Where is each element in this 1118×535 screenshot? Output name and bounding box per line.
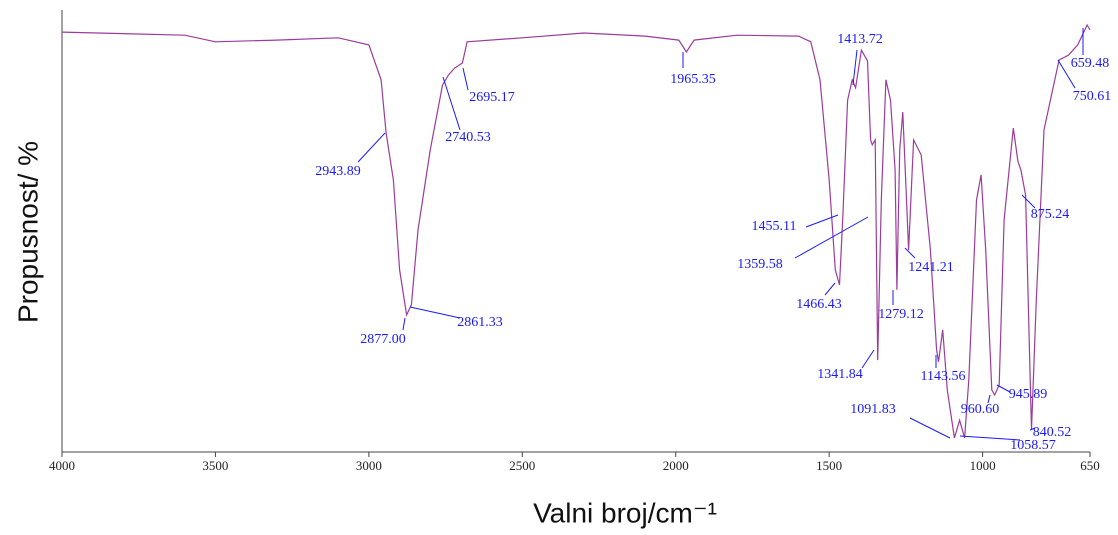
annotation-leader — [1057, 59, 1076, 89]
annotation-leader — [852, 49, 858, 86]
spectrum-line — [61, 23, 1091, 439]
annotation: 1143.56 — [921, 369, 966, 384]
annotation: 1241.21 — [908, 260, 954, 275]
annotation-leader — [1021, 194, 1036, 209]
x-tick-label: 4000 — [49, 458, 75, 473]
annotation-leader — [861, 349, 875, 369]
annotation-leader — [996, 384, 1011, 393]
annotation: 945.89 — [1009, 387, 1048, 402]
annotation: 659.48 — [1071, 56, 1110, 71]
annotation: 750.61 — [1073, 89, 1112, 104]
annotation: 2877.00 — [360, 332, 406, 347]
annotation-leader — [409, 306, 461, 319]
annotation: 1455.11 — [752, 219, 797, 234]
annotation-leader — [1029, 427, 1036, 431]
annotation: 2695.17 — [469, 90, 515, 105]
annotation: 875.24 — [1031, 207, 1070, 222]
annotation-leader — [805, 214, 839, 228]
annotation-leader — [357, 132, 386, 163]
x-axis-label: Valni broj/cm⁻¹ — [533, 497, 717, 528]
x-tick-label: 1000 — [970, 458, 996, 473]
annotation: 960.60 — [961, 402, 1000, 417]
annotation-leader — [909, 417, 951, 439]
annotation-leader — [442, 76, 461, 131]
annotation: 1279.12 — [878, 307, 924, 322]
y-axis-label: Propusnost/ % — [12, 141, 43, 323]
annotation: 1466.43 — [796, 297, 842, 312]
annotation: 1359.58 — [737, 257, 783, 272]
annotation-leader — [794, 216, 869, 259]
annotation: 1058.57 — [1010, 438, 1056, 453]
x-tick-label: 2000 — [663, 458, 689, 473]
annotation: 2740.53 — [445, 130, 491, 145]
annotation: 1965.35 — [670, 72, 716, 87]
annotation-leader — [904, 247, 916, 259]
x-tick-label: 3500 — [202, 458, 228, 473]
annotation-leader — [824, 282, 836, 296]
annotation-leader — [462, 67, 469, 91]
x-tick-label: 1500 — [816, 458, 842, 473]
annotation: 2861.33 — [457, 315, 503, 330]
annotation-leader — [959, 435, 1021, 441]
annotation: 840.52 — [1033, 425, 1072, 440]
x-tick-label: 2500 — [509, 458, 535, 473]
annotation: 1091.83 — [850, 402, 896, 417]
annotation-leader — [402, 317, 406, 331]
annotation-leader — [987, 394, 991, 404]
annotation: 2943.89 — [315, 164, 361, 179]
x-tick-label: 3000 — [356, 458, 382, 473]
annotation: 1341.84 — [817, 367, 863, 382]
x-tick-label: 650 — [1080, 458, 1100, 473]
annotation: 1413.72 — [837, 32, 883, 47]
